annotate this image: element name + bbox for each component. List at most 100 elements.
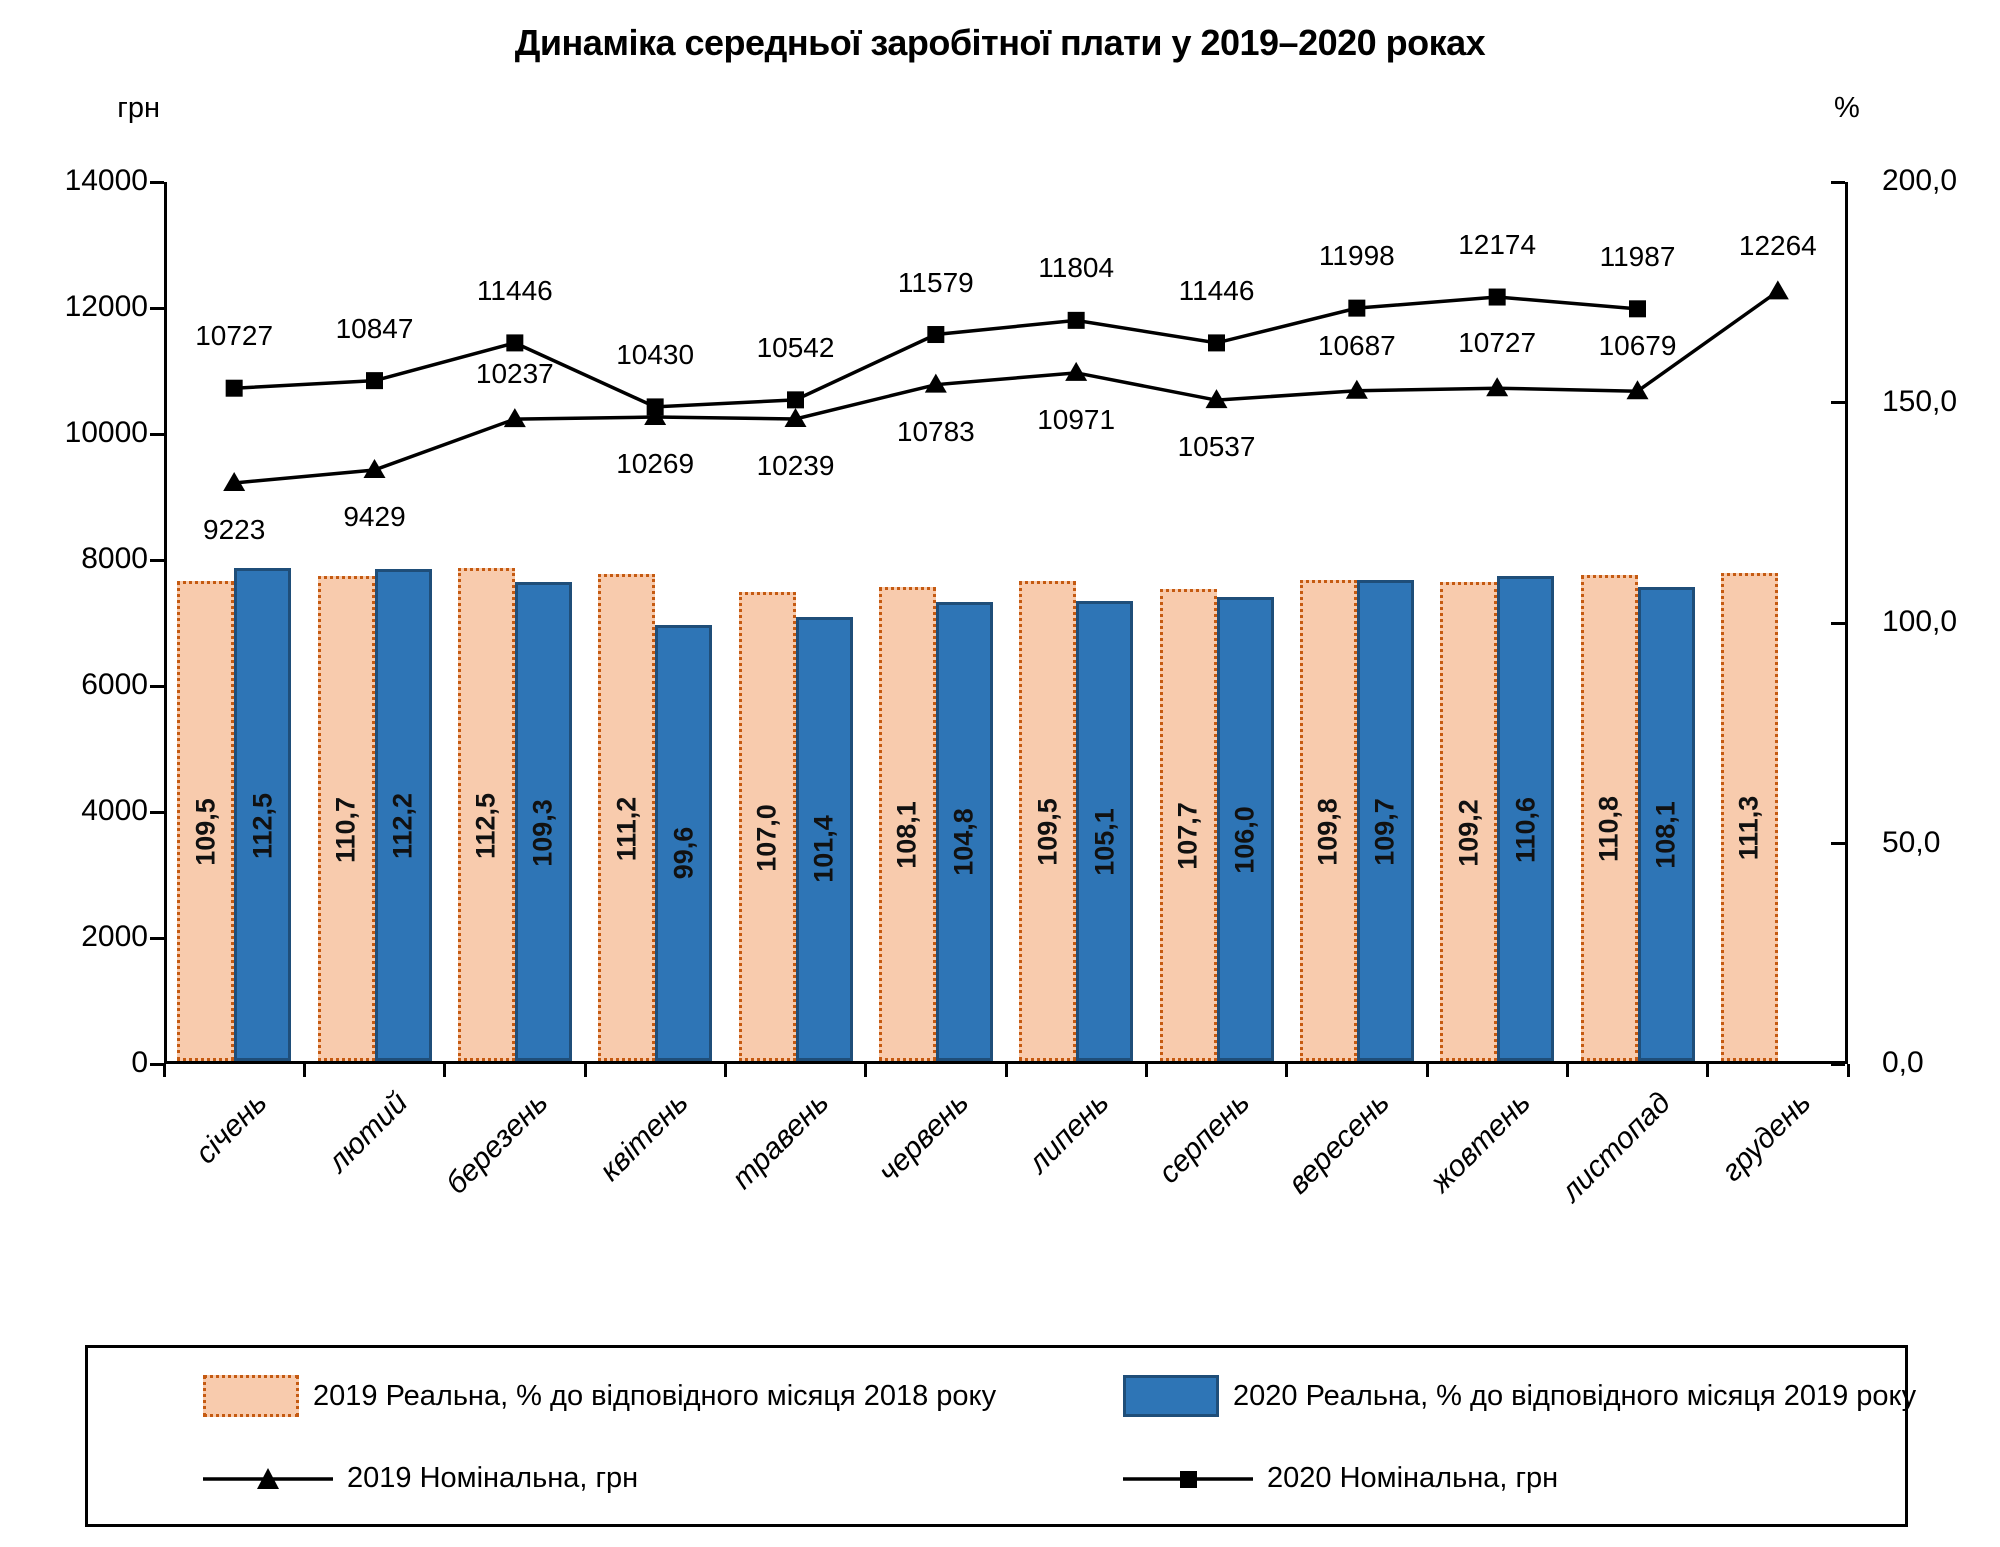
bar-2020-real xyxy=(514,581,572,1061)
bar-value-label: 111,2 xyxy=(611,796,642,861)
right-axis-tick-label: 150,0 xyxy=(1882,384,1958,418)
bar-value-label: 110,6 xyxy=(1510,796,1541,863)
bar-value-label: 109,2 xyxy=(1453,799,1484,867)
legend-swatch-2020-real-bar xyxy=(1123,1375,1219,1417)
bar-value-label: 109,7 xyxy=(1369,797,1400,866)
bar-2019-real xyxy=(1440,582,1498,1061)
right-axis-tick-label: 100,0 xyxy=(1882,605,1958,638)
point-value-label: 10687 xyxy=(1317,329,1396,361)
left-axis-tick-label: 0 xyxy=(131,1046,148,1079)
bar-value-label: 107,0 xyxy=(751,803,782,872)
bar-2020-real xyxy=(1356,580,1414,1061)
left-axis-tick-label: 6000 xyxy=(81,668,148,701)
bar-value-label: 108,1 xyxy=(1650,801,1681,869)
x-axis-label: липень xyxy=(1022,1086,1116,1180)
legend-label-2019-real: 2019 Реальна, % до відповідного місяця 2… xyxy=(313,1379,997,1412)
legend-label-2020-nominal: 2020 Номінальна, грн xyxy=(1267,1461,1559,1494)
x-axis-label: вересень xyxy=(1281,1086,1397,1201)
right-axis-tick-label: 200,0 xyxy=(1882,164,1958,197)
x-axis-label: квітень xyxy=(593,1086,695,1188)
bar-2019-real xyxy=(1019,581,1077,1061)
bar-2019-real xyxy=(1299,579,1357,1061)
right-axis-tick xyxy=(1831,401,1845,404)
bar-value-label: 109,8 xyxy=(1312,797,1343,866)
right-axis-tick xyxy=(1831,842,1845,845)
x-axis-tick xyxy=(1706,1064,1710,1077)
legend-item-2020-real: 2020 Реальна, % до відповідного місяця 2… xyxy=(1123,1371,1916,1421)
right-axis-tick xyxy=(1831,1062,1845,1066)
x-axis-tick xyxy=(1565,1064,1569,1077)
point-value-label: 11446 xyxy=(1178,274,1255,306)
bar-value-label: 112,5 xyxy=(470,792,501,859)
point-value-label: 10542 xyxy=(756,331,835,363)
point-value-label: 10237 xyxy=(475,358,554,390)
x-axis-tick xyxy=(302,1064,306,1077)
bar-2020-real xyxy=(795,616,853,1061)
x-axis-tick xyxy=(583,1064,587,1077)
left-axis-tick-label: 14000 xyxy=(64,164,148,197)
left-axis-tick xyxy=(150,306,164,310)
point-value-label: 10430 xyxy=(616,338,695,370)
right-axis-tick xyxy=(1831,180,1845,184)
left-axis-tick xyxy=(150,180,164,184)
x-axis-tick xyxy=(1846,1064,1850,1077)
point-value-label: 10269 xyxy=(616,448,695,480)
x-axis-label: жовтень xyxy=(1423,1086,1537,1199)
left-axis-tick xyxy=(150,810,164,814)
legend-line-triangle-marker xyxy=(203,1463,333,1493)
bar-value-label: 110,7 xyxy=(330,796,361,863)
left-axis-tick-label: 2000 xyxy=(81,920,148,953)
bar-2020-real xyxy=(1216,596,1274,1061)
x-axis-label: лютий xyxy=(321,1086,414,1179)
bar-2020-real xyxy=(1076,600,1134,1061)
bar-2019-real xyxy=(598,573,656,1061)
bar-2020-real xyxy=(655,624,713,1061)
bar-value-label: 105,1 xyxy=(1089,807,1120,876)
left-axis-tick-label: 12000 xyxy=(64,290,148,323)
x-axis-label: березень xyxy=(439,1086,555,1201)
point-value-label: 11446 xyxy=(476,274,553,306)
left-axis-tick xyxy=(150,936,164,940)
bar-2020-real xyxy=(935,601,993,1061)
bar-2020-real xyxy=(374,569,432,1061)
left-axis-tick-label: 10000 xyxy=(64,416,148,449)
bar-value-label: 110,8 xyxy=(1593,796,1624,863)
left-axis-tick xyxy=(150,432,164,436)
point-value-label: 10679 xyxy=(1598,330,1677,362)
bar-value-label: 112,2 xyxy=(387,793,418,860)
legend-line-square-marker xyxy=(1123,1463,1253,1493)
x-axis-label: травень xyxy=(725,1086,835,1196)
x-axis-label: грудень xyxy=(1715,1086,1818,1188)
bar-2019-real xyxy=(1720,573,1778,1061)
left-axis-tick xyxy=(150,684,164,688)
right-axis-tick xyxy=(1831,621,1845,625)
bar-value-label: 109,5 xyxy=(1032,798,1063,866)
chart-title: Динаміка середньої заробітної плати у 20… xyxy=(514,22,1486,63)
point-value-label: 11579 xyxy=(897,266,974,298)
legend-item-2020-nominal: 2020 Номінальна, грн xyxy=(1123,1453,1558,1503)
point-value-label: 10727 xyxy=(195,320,274,352)
left-axis-tick xyxy=(150,1062,164,1066)
bar-value-label: 111,3 xyxy=(1733,796,1764,861)
x-axis-tick xyxy=(1144,1064,1148,1077)
bar-2019-real xyxy=(738,592,796,1061)
point-value-label: 10847 xyxy=(335,312,414,344)
x-axis-tick xyxy=(864,1064,868,1077)
point-value-label: 12264 xyxy=(1738,230,1817,262)
legend-item-2019-nominal: 2019 Номінальна, грн xyxy=(203,1453,638,1503)
bar-value-label: 108,1 xyxy=(891,801,922,869)
x-axis-tick xyxy=(1425,1064,1429,1077)
bar-2019-real xyxy=(317,575,375,1061)
x-axis-tick xyxy=(162,1064,166,1077)
point-value-label: 10537 xyxy=(1177,431,1256,463)
legend-label-2019-nominal: 2019 Номінальна, грн xyxy=(347,1461,639,1494)
right-axis-tick-label: 50,0 xyxy=(1882,825,1941,859)
legend: 2019 Реальна, % до відповідного місяця 2… xyxy=(85,1345,1916,1527)
bar-2020-real xyxy=(234,567,292,1061)
bar-2019-real xyxy=(878,587,936,1061)
point-value-label: 11987 xyxy=(1599,240,1676,272)
left-axis-unit: грн xyxy=(117,92,160,124)
point-value-label: 9223 xyxy=(203,513,266,545)
bar-2019-real xyxy=(1159,589,1217,1061)
